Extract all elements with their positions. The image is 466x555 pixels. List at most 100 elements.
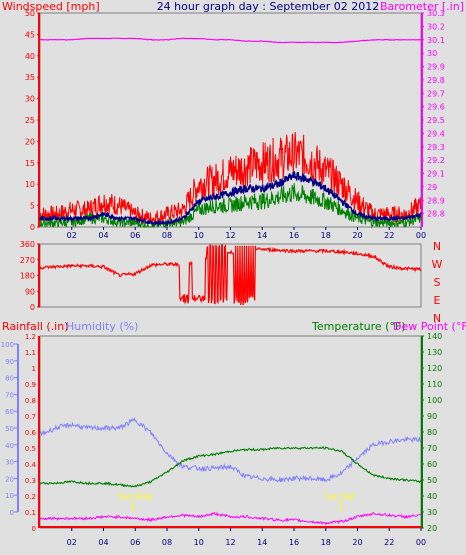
barometer-y-tick: 29.3 <box>427 143 445 152</box>
temperature-x-tick: 22 <box>384 538 394 547</box>
wind-direction-line <box>39 243 422 306</box>
wind-y-tick: 0 <box>30 223 35 232</box>
humidity-y-tick: 80 <box>5 375 14 383</box>
sunrise-label: Sun Rise <box>118 492 153 501</box>
humidity-y-tick: 0 <box>10 509 14 517</box>
rainfall-y-tick: 0.1 <box>25 509 36 517</box>
wind-y-tick: 40 <box>25 52 35 61</box>
direction-y-tick: 180 <box>20 272 35 281</box>
temperature-x-tick: 06 <box>130 538 140 547</box>
wind-y-tick: 15 <box>25 159 35 168</box>
barometer-y-tick: 29.7 <box>427 89 445 98</box>
barometer-y-tick: 30.1 <box>427 36 445 45</box>
dewpoint-axis-label: Dew Point (°F) <box>393 320 466 333</box>
barometer-y-tick: 28.9 <box>427 196 445 205</box>
temperature-x-tick: 10 <box>194 538 204 547</box>
wind-x-tick: 12 <box>225 231 235 240</box>
temperature-x-tick: 18 <box>321 538 331 547</box>
temperature-y-tick: 20 <box>427 524 437 533</box>
temperature-x-tick: 14 <box>257 538 267 547</box>
humidity-y-tick: 30 <box>5 459 14 467</box>
temperature-line <box>39 446 422 488</box>
direction-y-tick: 90 <box>25 287 35 296</box>
barometer-y-tick: 29.2 <box>427 156 445 165</box>
humidity-y-tick: 70 <box>5 391 14 399</box>
compass-label: W <box>432 258 443 271</box>
humidity-y-tick: 20 <box>5 475 14 483</box>
compass-label: E <box>434 294 441 307</box>
sunset-label: Sun Set <box>324 492 355 501</box>
wind-y-tick: 20 <box>25 137 35 146</box>
temperature-y-tick: 30 <box>427 508 437 517</box>
wind-x-tick: 04 <box>98 231 108 240</box>
compass-label: S <box>434 276 441 289</box>
humidity-axis-label: Humidity (%) <box>66 320 138 333</box>
rainfall-axis-label: Rainfall (.in) <box>2 320 69 333</box>
temperature-y-tick: 120 <box>427 364 442 373</box>
wind-x-tick: 10 <box>194 231 204 240</box>
humidity-y-tick: 40 <box>5 442 14 450</box>
rainfall-y-tick: 0.8 <box>25 397 36 405</box>
wind-y-tick: 5 <box>30 202 35 211</box>
rainfall-y-tick: 1 <box>32 365 36 373</box>
barometer-y-tick: 28.8 <box>427 210 445 219</box>
temperature-y-tick: 80 <box>427 428 437 437</box>
temperature-y-tick: 50 <box>427 476 437 485</box>
wind-x-tick: 06 <box>130 231 140 240</box>
direction-y-tick: 0 <box>30 303 35 312</box>
wind-y-tick: 35 <box>25 73 35 82</box>
wind-x-tick: 02 <box>67 231 77 240</box>
temperature-y-tick: 140 <box>427 332 442 341</box>
temperature-x-tick: 12 <box>225 538 235 547</box>
temperature-y-tick: 40 <box>427 492 437 501</box>
barometer-y-tick: 29.8 <box>427 76 445 85</box>
temperature-plot-frame <box>39 335 422 529</box>
wind-x-tick: 00 <box>416 231 426 240</box>
barometer-y-tick: 29.9 <box>427 63 445 72</box>
temperature-x-tick: 02 <box>67 538 77 547</box>
wind-x-tick: 16 <box>289 231 299 240</box>
temperature-y-tick: 100 <box>427 396 442 405</box>
rainfall-y-tick: 1.2 <box>25 333 36 341</box>
barometer-y-tick: 29.4 <box>427 129 445 138</box>
humidity-y-tick: 100 <box>1 341 14 349</box>
humidity-y-tick: 10 <box>5 492 14 500</box>
barometer-y-tick: 30 <box>427 49 437 58</box>
temperature-x-tick: 16 <box>289 538 299 547</box>
humidity-y-tick: 50 <box>5 425 14 433</box>
rainfall-y-tick: 1.1 <box>25 349 36 357</box>
temperature-axis-label: Temperature (°F) <box>311 320 406 333</box>
wind-axis-label: Windspeed [mph] <box>2 0 100 13</box>
temperature-y-tick: 110 <box>427 380 442 389</box>
temperature-x-tick: 08 <box>162 538 172 547</box>
temperature-x-tick: 20 <box>352 538 362 547</box>
wind-y-tick: 50 <box>25 9 35 18</box>
wind-average-line <box>39 171 422 227</box>
barometer-y-tick: 29 <box>427 183 437 192</box>
chart-title: 24 hour graph day : September 02 2012 <box>157 0 380 13</box>
humidity-line <box>39 416 422 483</box>
barometer-y-tick: 30.2 <box>427 22 445 31</box>
wind-x-tick: 22 <box>384 231 394 240</box>
wind-y-tick: 45 <box>25 30 35 39</box>
barometer-line <box>39 37 422 44</box>
barometer-y-tick: 30.3 <box>427 9 445 18</box>
rainfall-y-tick: 0 <box>32 525 36 533</box>
humidity-y-tick: 90 <box>5 358 14 366</box>
rainfall-y-tick: 0.3 <box>25 477 36 485</box>
wind-x-tick: 18 <box>321 231 331 240</box>
rainfall-y-tick: 0.4 <box>25 461 37 469</box>
wind-x-tick: 14 <box>257 231 267 240</box>
temperature-y-tick: 130 <box>427 348 442 357</box>
rainfall-y-tick: 0.7 <box>25 413 36 421</box>
barometer-y-tick: 29.5 <box>427 116 445 125</box>
rainfall-y-tick: 0.9 <box>25 381 36 389</box>
temperature-y-tick: 70 <box>427 444 437 453</box>
temperature-x-tick: 04 <box>98 538 108 547</box>
temperature-x-tick: 00 <box>416 538 426 547</box>
humidity-y-tick: 60 <box>5 408 14 416</box>
dewpoint-line <box>39 511 421 526</box>
temperature-y-tick: 60 <box>427 460 437 469</box>
wind-x-tick: 20 <box>352 231 362 240</box>
